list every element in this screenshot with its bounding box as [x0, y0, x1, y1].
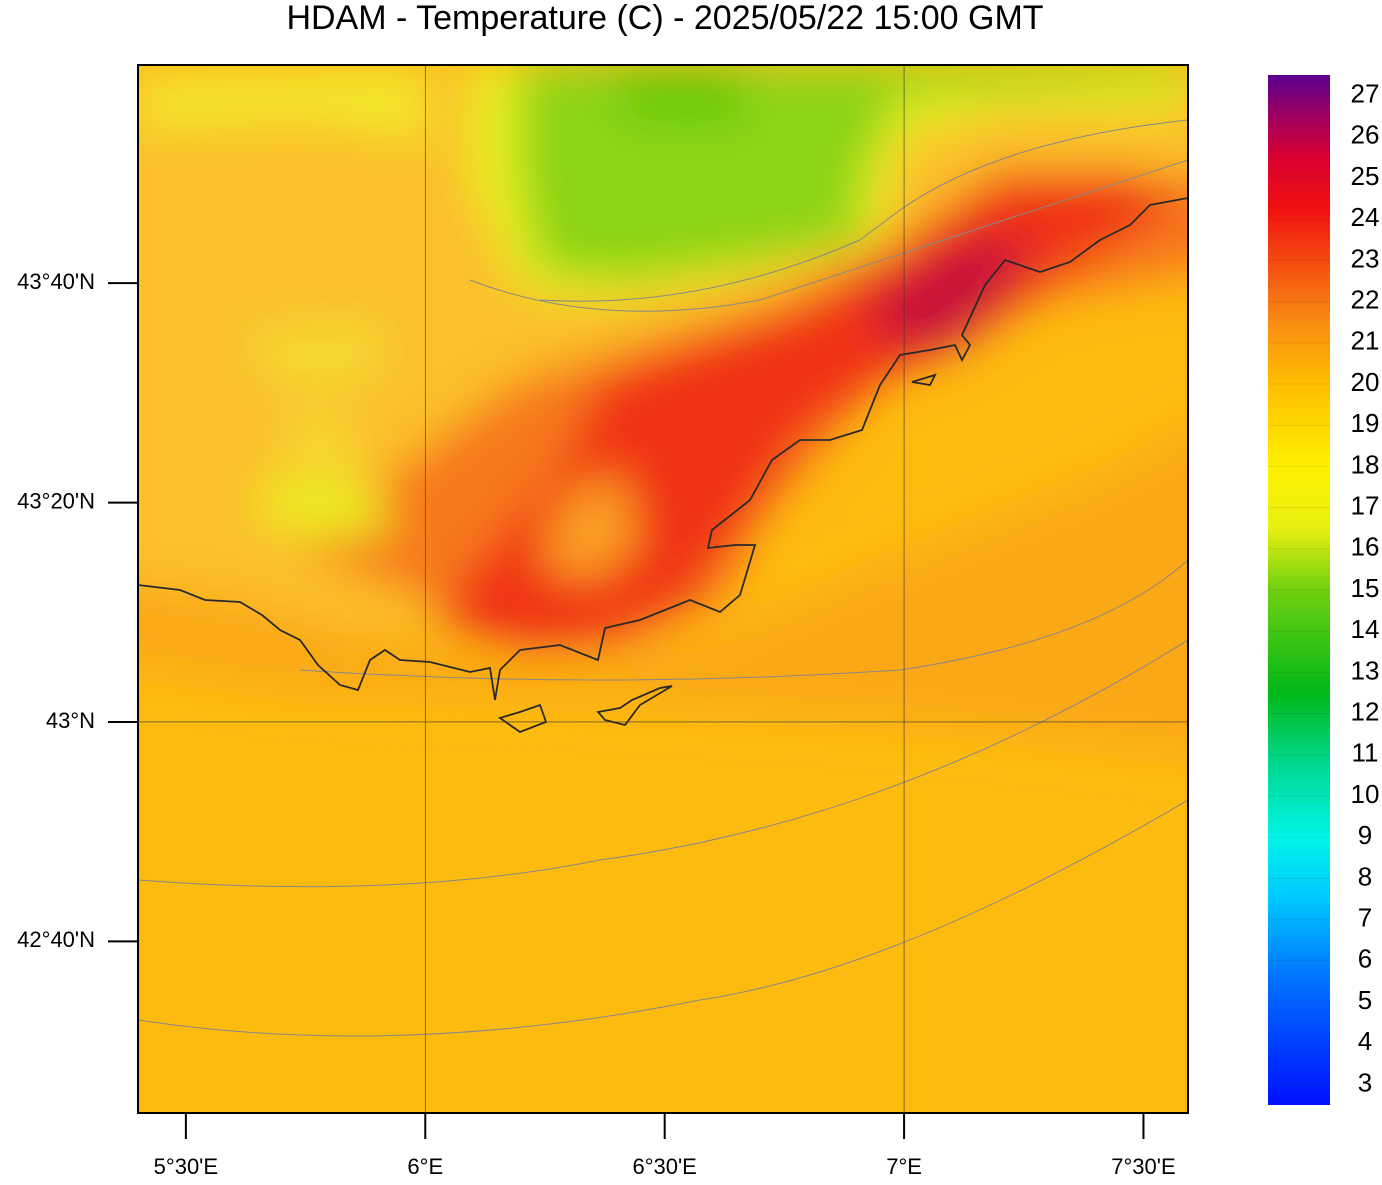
colorbar-label: 6	[1358, 944, 1372, 974]
colorbar-label: 8	[1358, 861, 1372, 891]
colorbar-label: 15	[1351, 573, 1380, 603]
colorbar-label: 7	[1358, 902, 1372, 932]
colorbar-label: 3	[1358, 1067, 1372, 1097]
colorbar-label: 14	[1351, 614, 1380, 644]
colorbar-label: 21	[1351, 326, 1380, 356]
y-tick-label: 43°40'N	[17, 269, 95, 294]
colorbar-label: 19	[1351, 408, 1380, 438]
plot-frame	[137, 64, 1189, 1114]
colorbar-label: 4	[1358, 1026, 1372, 1056]
x-tick-label: 7°30'E	[1111, 1154, 1175, 1179]
colorbar-label: 22	[1351, 284, 1380, 314]
x-tick-label: 5°30'E	[154, 1154, 218, 1179]
y-tick-label: 42°40'N	[17, 927, 95, 952]
colorbar-label: 13	[1351, 655, 1380, 685]
colorbar-label: 5	[1358, 985, 1372, 1015]
colorbar-label: 10	[1351, 779, 1380, 809]
colorbar-label: 17	[1351, 490, 1380, 520]
x-tick-label: 6°30'E	[632, 1154, 696, 1179]
colorbar-label: 16	[1351, 532, 1380, 562]
colorbar-label: 11	[1352, 738, 1379, 768]
x-tick-label: 6°E	[407, 1154, 443, 1179]
y-tick-label: 43°N	[46, 708, 95, 733]
colorbar-label: 12	[1351, 696, 1380, 726]
colorbar-label: 26	[1351, 120, 1380, 150]
coastline	[138, 197, 1188, 734]
x-tick-label: 7°E	[886, 1154, 922, 1179]
colorbar-label: 25	[1351, 161, 1380, 191]
chart-title: HDAM - Temperature (C) - 2025/05/22 15:0…	[286, 0, 1043, 37]
colorbar-label: 20	[1351, 367, 1380, 397]
colorbar-label: 18	[1351, 449, 1380, 479]
colorbar-label: 24	[1351, 202, 1380, 232]
y-tick-label: 43°20'N	[17, 488, 95, 513]
colorbar	[1268, 75, 1330, 1105]
temperature-field	[138, 65, 1188, 1113]
colorbar-label: 27	[1351, 78, 1380, 108]
contour-lines	[138, 119, 1188, 1037]
colorbar-label: 9	[1358, 820, 1372, 850]
colorbar-label: 23	[1351, 243, 1380, 273]
